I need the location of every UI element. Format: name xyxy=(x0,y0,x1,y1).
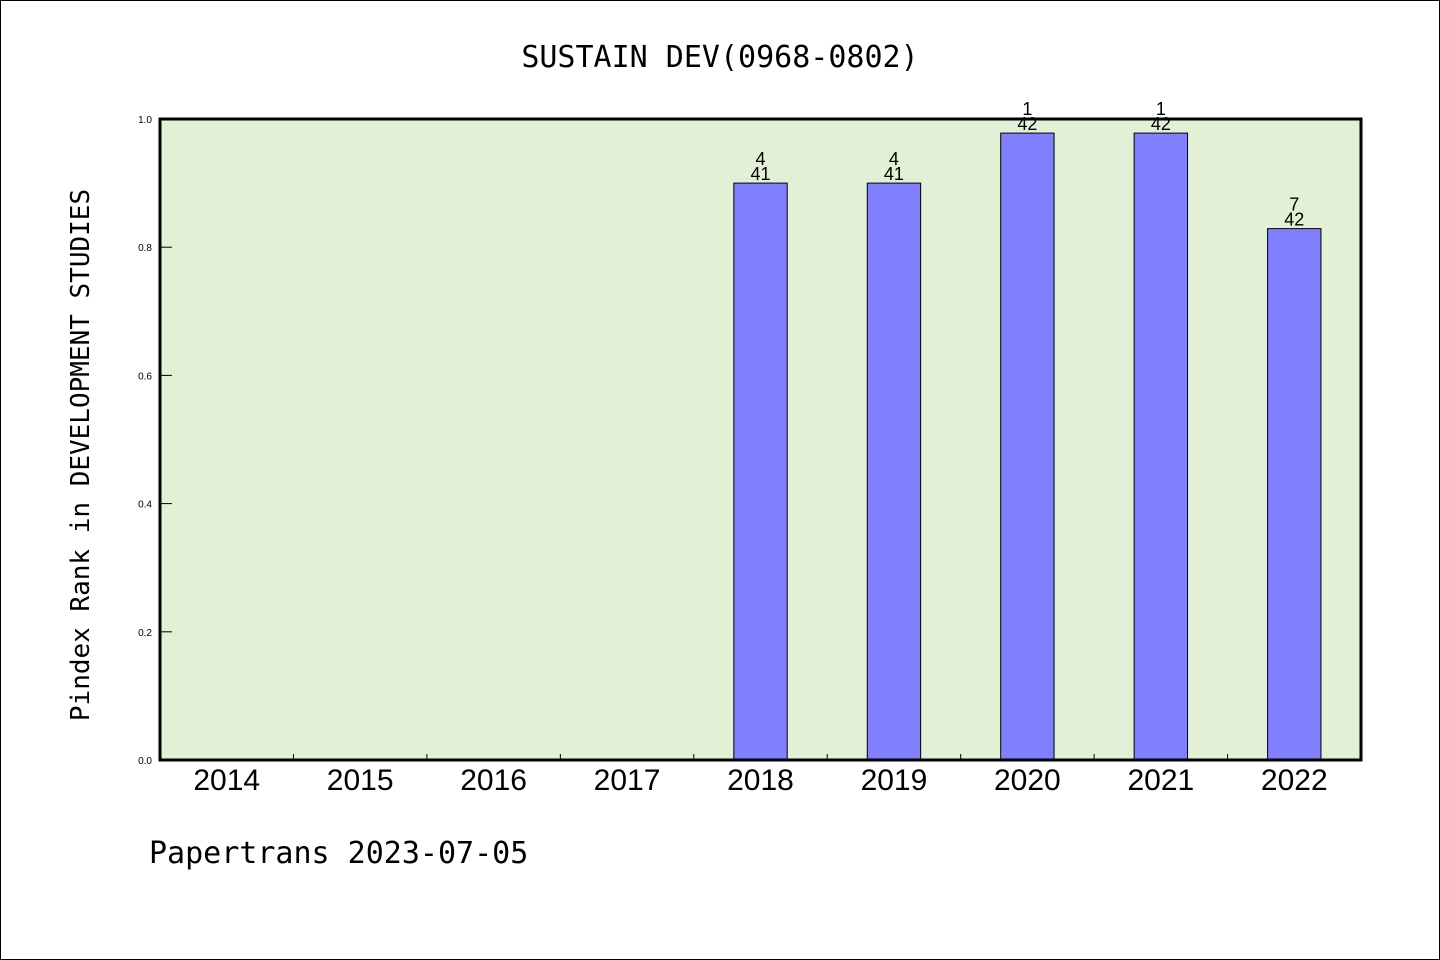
y-tick-label: 0.2 xyxy=(138,628,152,639)
y-tick-label: 0.6 xyxy=(138,371,152,382)
bar-rank-label: 1 xyxy=(1022,99,1032,119)
bar-rank-label: 7 xyxy=(1289,195,1299,215)
x-tick-label: 2015 xyxy=(327,764,394,797)
bar-total-label: 41 xyxy=(750,164,770,184)
bar-rank-label: 1 xyxy=(1156,99,1166,119)
bar-total-label: 41 xyxy=(884,164,904,184)
x-tick-label: 2017 xyxy=(594,764,661,797)
bar-rank-label: 4 xyxy=(755,149,765,169)
plot-border xyxy=(158,117,1363,762)
x-tick-label: 2018 xyxy=(727,764,794,797)
bar-rank-label: 4 xyxy=(889,149,899,169)
x-tick-label: 2016 xyxy=(460,764,527,797)
footer-credit: Papertrans 2023-07-05 xyxy=(149,836,528,871)
bar-2019 xyxy=(866,182,922,761)
bar-total-label: 42 xyxy=(1284,210,1304,230)
chart-title: SUSTAIN DEV(0968-0802) xyxy=(521,40,918,75)
y-axis-label: Pindex Rank in DEVELOPMENT STUDIES xyxy=(66,189,96,721)
x-tick-label: 2021 xyxy=(1127,764,1194,797)
y-tick-label: 0.4 xyxy=(138,500,152,511)
x-tick-label: 2019 xyxy=(861,764,928,797)
bar-2018 xyxy=(733,182,788,761)
bar-total-label: 42 xyxy=(1151,114,1171,134)
x-tick-label: 2014 xyxy=(193,764,260,797)
bar-2020 xyxy=(1000,132,1055,761)
x-tick-label: 2020 xyxy=(994,764,1061,797)
bar-2022 xyxy=(1267,228,1322,761)
y-tick-label: 0.8 xyxy=(138,243,152,254)
bar-2021 xyxy=(1133,132,1189,761)
bar-total-label: 42 xyxy=(1017,114,1037,134)
x-axis: 2014 2015 2016 2017 2018 2019 2020 2021 2022 xyxy=(193,754,1328,797)
y-tick-label: 0.0 xyxy=(138,756,152,767)
y-tick-label: 1.0 xyxy=(138,115,152,126)
x-tick-label: 2022 xyxy=(1261,764,1328,797)
